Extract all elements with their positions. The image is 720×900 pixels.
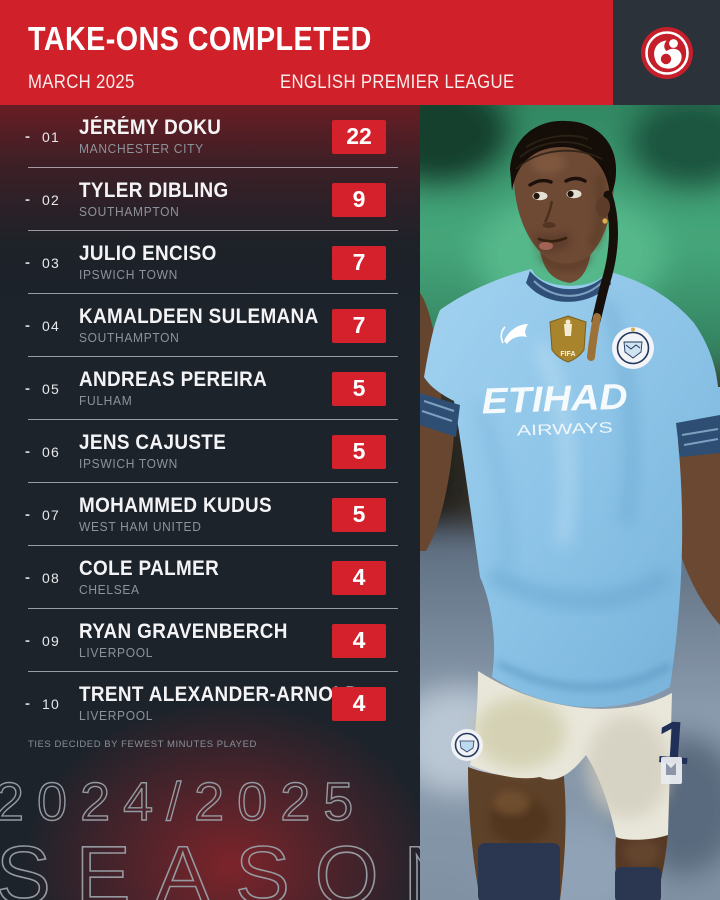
player-name: JÉRÉMY DOKU bbox=[79, 115, 222, 139]
rank-number: 02 bbox=[42, 191, 60, 208]
value-badge: 5 bbox=[332, 497, 386, 532]
brand-logo-panel bbox=[613, 0, 720, 105]
header-league: ENGLISH PREMIER LEAGUE bbox=[280, 72, 515, 93]
trend-dash: - bbox=[25, 380, 30, 397]
leaderboard: - 01 JÉRÉMY DOKU MANCHESTER CITY 22 - 02… bbox=[0, 105, 420, 735]
list-item: - 03 JULIO ENCISO IPSWICH TOWN 7 bbox=[0, 231, 420, 294]
team-name: CHELSEA bbox=[79, 583, 140, 598]
team-name: MANCHESTER CITY bbox=[79, 142, 204, 157]
season-watermark-word: SEASON bbox=[0, 829, 488, 900]
value-badge: 5 bbox=[332, 371, 386, 406]
rank-number: 09 bbox=[42, 632, 60, 649]
value-badge: 7 bbox=[332, 308, 386, 343]
trend-dash: - bbox=[25, 695, 30, 712]
team-name: IPSWICH TOWN bbox=[79, 268, 178, 283]
shirt-sponsor-text: ETIHAD bbox=[481, 375, 628, 421]
left-sock bbox=[478, 843, 560, 900]
list-item: - 04 KAMALDEEN SULEMANA SOUTHAMPTON 7 bbox=[0, 294, 420, 357]
value-badge: 4 bbox=[332, 686, 386, 721]
rank-number: 05 bbox=[42, 380, 60, 397]
rank-number: 01 bbox=[42, 128, 60, 145]
trend-dash: - bbox=[25, 443, 30, 460]
page-title: TAKE-ONS COMPLETED bbox=[28, 20, 372, 57]
right-sock bbox=[615, 867, 661, 900]
season-watermark-years: 2024/2025 bbox=[0, 771, 367, 832]
rank-number: 06 bbox=[42, 443, 60, 460]
trend-dash: - bbox=[25, 128, 30, 145]
man-city-crest-icon bbox=[612, 327, 654, 369]
player-photo: 1 bbox=[420, 105, 720, 900]
value-badge: 7 bbox=[332, 245, 386, 280]
value-badge: 5 bbox=[332, 434, 386, 469]
list-item: - 10 TRENT ALEXANDER-ARNOLD LIVERPOOL 4 bbox=[0, 672, 420, 735]
list-item: - 06 JENS CAJUSTE IPSWICH TOWN 5 bbox=[0, 420, 420, 483]
right-sleeve-cuff bbox=[676, 415, 720, 457]
list-item: - 01 JÉRÉMY DOKU MANCHESTER CITY 22 bbox=[0, 105, 420, 168]
rank-number: 03 bbox=[42, 254, 60, 271]
value-badge: 9 bbox=[332, 182, 386, 217]
shirt-collar bbox=[526, 271, 611, 302]
analyst-swirl-logo-icon bbox=[640, 26, 693, 79]
player-photo-illustration: 1 bbox=[420, 105, 720, 900]
trend-dash: - bbox=[25, 317, 30, 334]
team-name: WEST HAM UNITED bbox=[79, 520, 202, 535]
player-name: JULIO ENCISO bbox=[79, 241, 217, 265]
player-name: JENS CAJUSTE bbox=[79, 430, 227, 454]
rank-number: 10 bbox=[42, 695, 60, 712]
leaderboard-panel: - 01 JÉRÉMY DOKU MANCHESTER CITY 22 - 02… bbox=[0, 105, 464, 900]
footnote: TIES DECIDED BY FEWEST MINUTES PLAYED bbox=[28, 739, 257, 750]
player-name: ANDREAS PEREIRA bbox=[79, 367, 268, 391]
header-banner: TAKE-ONS COMPLETED MARCH 2025 ENGLISH PR… bbox=[0, 0, 613, 105]
player-name: COLE PALMER bbox=[79, 556, 220, 580]
trend-dash: - bbox=[25, 506, 30, 523]
earring bbox=[602, 218, 608, 224]
player-name: TYLER DIBLING bbox=[79, 178, 229, 202]
player-name: TRENT ALEXANDER-ARNOLD bbox=[79, 682, 360, 706]
player-shirt: FIFA ETIHAD AIRWAYS bbox=[420, 269, 720, 708]
svg-text:FIFA: FIFA bbox=[560, 351, 575, 358]
team-name: FULHAM bbox=[79, 394, 133, 409]
player-name: MOHAMMED KUDUS bbox=[79, 493, 272, 517]
rank-number: 04 bbox=[42, 317, 60, 334]
tongue bbox=[539, 242, 553, 250]
fifa-club-badge-icon: FIFA bbox=[549, 315, 587, 363]
puma-logo-icon bbox=[500, 324, 528, 344]
team-name: SOUTHAMPTON bbox=[79, 205, 180, 220]
player-head bbox=[510, 120, 618, 361]
team-name: SOUTHAMPTON bbox=[79, 331, 180, 346]
rank-number: 08 bbox=[42, 569, 60, 586]
player-name: KAMALDEEN SULEMANA bbox=[79, 304, 319, 328]
list-item: - 09 RYAN GRAVENBERCH LIVERPOOL 4 bbox=[0, 609, 420, 672]
value-badge: 4 bbox=[332, 623, 386, 658]
trend-dash: - bbox=[25, 569, 30, 586]
trend-dash: - bbox=[25, 191, 30, 208]
header-month: MARCH 2025 bbox=[28, 72, 135, 93]
list-item: - 07 MOHAMMED KUDUS WEST HAM UNITED 5 bbox=[0, 483, 420, 546]
trend-dash: - bbox=[25, 632, 30, 649]
player-name: RYAN GRAVENBERCH bbox=[79, 619, 288, 643]
team-name: IPSWICH TOWN bbox=[79, 457, 178, 472]
rank-number: 07 bbox=[42, 506, 60, 523]
value-badge: 22 bbox=[332, 119, 386, 154]
trend-dash: - bbox=[25, 254, 30, 271]
shirt-sponsor-subtext: AIRWAYS bbox=[517, 419, 614, 439]
list-item: - 05 ANDREAS PEREIRA FULHAM 5 bbox=[0, 357, 420, 420]
player-legs bbox=[468, 759, 668, 900]
team-name: LIVERPOOL bbox=[79, 646, 154, 661]
list-item: - 02 TYLER DIBLING SOUTHAMPTON 9 bbox=[0, 168, 420, 231]
player-shorts: 1 bbox=[451, 671, 692, 840]
braid-tail bbox=[591, 190, 618, 326]
value-badge: 4 bbox=[332, 560, 386, 595]
list-item: - 08 COLE PALMER CHELSEA 4 bbox=[0, 546, 420, 609]
team-name: LIVERPOOL bbox=[79, 709, 154, 724]
